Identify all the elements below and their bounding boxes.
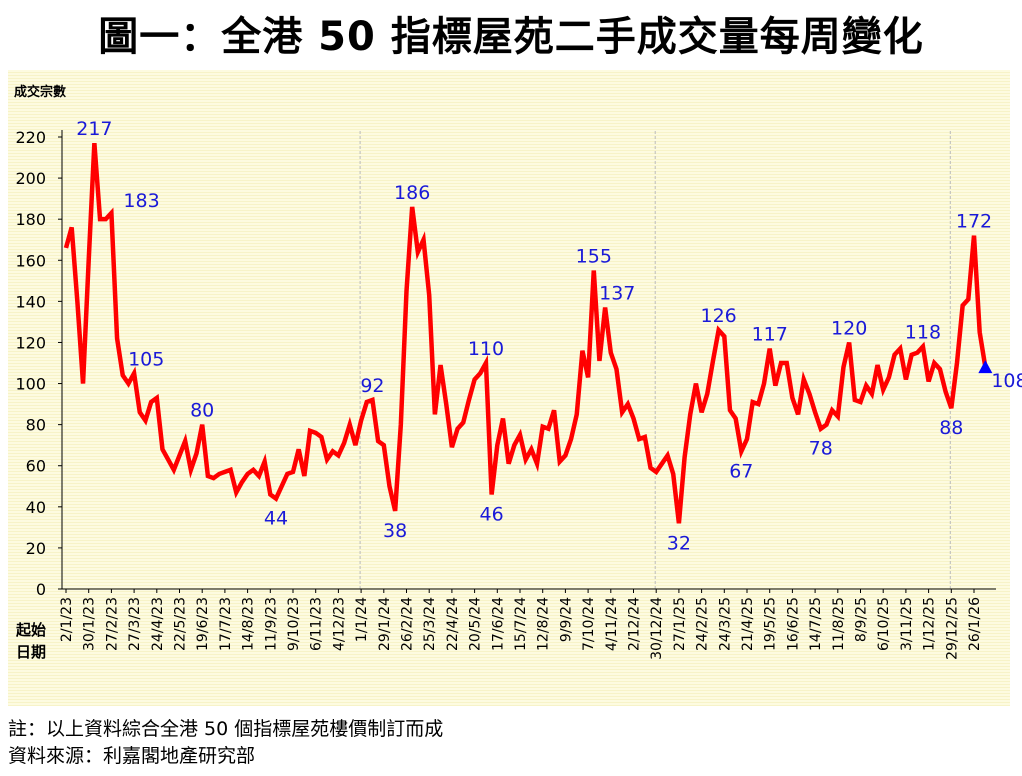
x-tick-label: 22/4/24 (445, 597, 461, 651)
y-tick-label: 80 (26, 416, 46, 435)
x-tick-label: 17/6/24 (490, 597, 506, 651)
x-tick-label: 14/8/23 (241, 597, 257, 651)
data-label: 186 (394, 182, 430, 204)
y-tick-label: 60 (26, 457, 46, 476)
data-label: 105 (128, 348, 164, 370)
data-label: 46 (480, 503, 504, 525)
x-tick-label: 26/1/26 (967, 597, 983, 651)
x-tick-label: 30/1/23 (82, 597, 98, 651)
x-tick-label: 8/9/25 (854, 597, 870, 642)
data-label: 137 (599, 283, 635, 305)
x-tick-label: 27/3/23 (127, 597, 143, 651)
footnotes: 註：以上資料綜合全港 50 個指標屋苑樓價制訂而成 資料來源：利嘉閣地產研究部 (8, 716, 443, 770)
y-tick-label: 40 (26, 498, 46, 517)
x-tick-label: 22/5/23 (173, 597, 189, 651)
y-tick-label: 220 (15, 128, 46, 147)
x-tick-label: 12/8/24 (536, 597, 552, 651)
x-tick-label: 1/12/25 (922, 597, 938, 651)
x-tick-label: 11/8/25 (831, 597, 847, 651)
x-tick-label: 2/1/23 (59, 597, 75, 642)
x-tick-label: 20/5/24 (468, 597, 484, 651)
x-tick-label: 7/10/24 (581, 597, 597, 651)
data-label: 217 (76, 118, 112, 140)
data-label: 32 (667, 532, 691, 554)
x-tick-label: 6/10/25 (876, 597, 892, 651)
y-tick-label: 200 (15, 169, 46, 188)
data-label: 80 (190, 400, 214, 422)
series-line (63, 142, 988, 524)
footnote-source: 資料來源：利嘉閣地產研究部 (8, 745, 256, 767)
x-tick-label: 9/10/23 (286, 597, 302, 651)
x-tick-label: 24/3/25 (717, 597, 733, 651)
x-tick-label: 24/4/23 (150, 597, 166, 651)
y-tick-label: 20 (26, 539, 46, 558)
data-label: 155 (576, 246, 612, 268)
x-tick-label: 27/2/23 (104, 597, 120, 651)
data-label: 88 (939, 417, 963, 439)
y-tick-label: 140 (15, 292, 46, 311)
x-tick-label: 21/4/25 (740, 597, 756, 651)
data-label: 120 (831, 317, 867, 339)
data-label: 38 (383, 520, 407, 542)
data-label: 92 (360, 375, 384, 397)
x-tick-label: 3/11/25 (899, 597, 915, 651)
x-tick-label: 29/1/24 (377, 597, 393, 651)
x-tick-label: 19/5/25 (763, 597, 779, 651)
data-label: 67 (729, 460, 753, 482)
y-axis-title: 成交宗數 (14, 84, 66, 100)
x-tick-label: 15/7/24 (513, 597, 529, 651)
x-tick-label: 6/11/23 (309, 597, 325, 651)
x-tick-label: 4/12/23 (331, 597, 347, 651)
x-tick-label: 17/7/23 (218, 597, 234, 651)
x-tick-label: 19/6/23 (195, 597, 211, 651)
x-tick-label: 2/12/24 (627, 597, 643, 651)
x-axis-title-line2: 日期 (16, 643, 46, 661)
y-tick-label: 100 (15, 375, 46, 394)
x-tick-label: 30/12/24 (649, 597, 665, 660)
x-axis-title-line1: 起始 (15, 621, 46, 639)
x-tick-label: 27/1/25 (672, 597, 688, 651)
data-label: 183 (123, 190, 159, 212)
data-label: 117 (752, 324, 788, 346)
y-tick-label: 160 (15, 251, 46, 270)
footnote-note: 註：以上資料綜合全港 50 個指標屋苑樓價制訂而成 (8, 718, 444, 740)
data-label: 44 (264, 508, 288, 530)
data-label: 172 (956, 211, 992, 233)
data-label: 78 (809, 438, 833, 460)
x-tick-label: 1/1/24 (354, 597, 370, 642)
last-point-marker (978, 360, 993, 374)
y-tick-label: 120 (15, 333, 46, 352)
x-tick-label: 25/3/24 (422, 597, 438, 651)
data-label: 110 (468, 338, 504, 360)
x-tick-label: 26/2/24 (400, 597, 416, 651)
chart-title: 圖一：全港 50 指標屋苑二手成交量每周變化 (98, 14, 924, 60)
x-tick-label: 11/9/23 (263, 597, 279, 651)
x-tick-label: 16/6/25 (785, 597, 801, 651)
data-label: 108 (991, 370, 1022, 392)
x-tick-label: 9/9/24 (558, 597, 574, 642)
x-tick-label: 4/11/24 (604, 597, 620, 651)
data-label: 126 (700, 305, 736, 327)
x-tick-label: 24/2/25 (695, 597, 711, 651)
y-tick-label: 180 (15, 210, 46, 229)
x-tick-label: 29/12/25 (944, 597, 960, 660)
data-label: 118 (905, 322, 941, 344)
y-tick-label: 0 (36, 580, 46, 599)
x-tick-label: 14/7/25 (808, 597, 824, 651)
